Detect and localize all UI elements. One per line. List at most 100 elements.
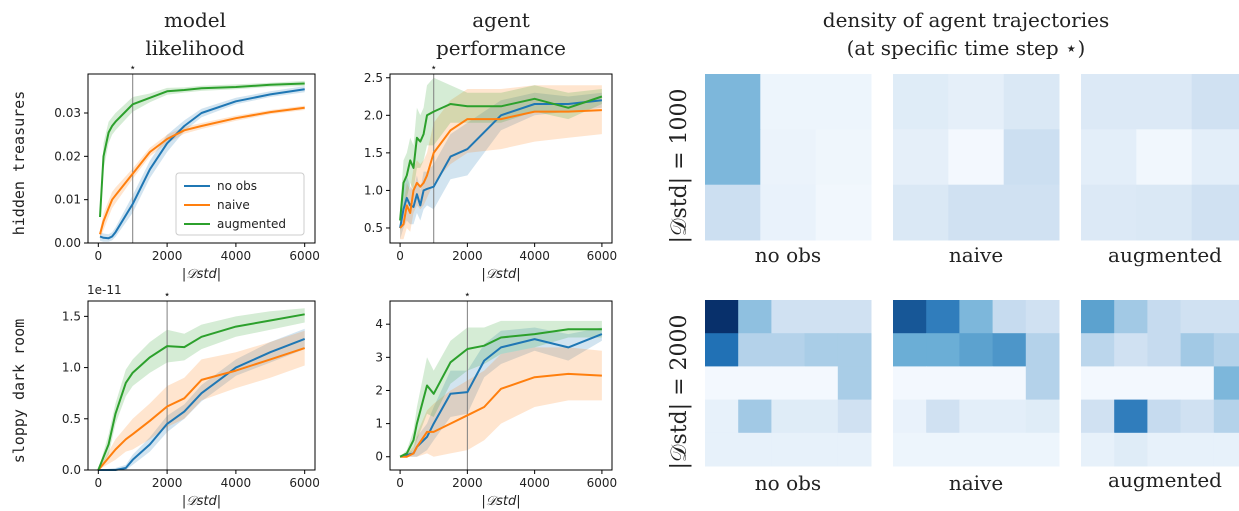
- line-no-obs: [399, 99, 603, 229]
- heatmap-cell: [1180, 300, 1215, 334]
- y-tick-label: 3: [375, 350, 383, 364]
- y-tick-label: 0.00: [54, 236, 81, 250]
- legend-label-naive: naive: [217, 198, 250, 212]
- heatmap-cell: [926, 432, 960, 467]
- y-tick-label: 0.0: [62, 463, 81, 477]
- heatmap-cell: [893, 300, 927, 334]
- heatmap-cell: [926, 399, 960, 434]
- heatmap-cell: [926, 333, 960, 367]
- heatmap-cell: [1025, 300, 1060, 334]
- heatmap-cell: [893, 333, 927, 367]
- heatmap-cell: [837, 366, 872, 401]
- heatmap-cell: [837, 300, 872, 334]
- band-augmented: [400, 77, 602, 232]
- heatmap-cell: [1081, 129, 1137, 186]
- x-tick-label: 4000: [221, 249, 252, 263]
- heatmap-cell: [926, 300, 960, 334]
- heatmap-cell: [738, 333, 772, 367]
- density-label-no-obs-top: no obs: [755, 243, 821, 267]
- heatmap-cell: [893, 366, 927, 401]
- heatmap-cell: [992, 399, 1027, 434]
- heatmap-cell: [1136, 184, 1193, 241]
- x-tick-label: 2000: [152, 249, 183, 263]
- x-tick-label: 2000: [452, 476, 483, 490]
- heatmap-cell: [837, 432, 872, 467]
- line-augmented: [97, 313, 305, 471]
- heatmap-1000-no-obs: [705, 74, 872, 241]
- heatmap-cell: [815, 74, 872, 130]
- heatmap-cell: [1147, 399, 1182, 434]
- density-row-label-2000: |𝒟std| = 2000: [667, 314, 692, 469]
- heatmap-cell: [1081, 333, 1115, 367]
- heatmap-cell: [1081, 300, 1115, 334]
- x-axis-label: |𝒟std|: [481, 267, 520, 282]
- x-tick-label: 0: [94, 249, 102, 263]
- row-label-hidden-treasures: hidden treasures: [10, 91, 28, 236]
- heatmap-2000-augmented: [1081, 300, 1239, 467]
- heatmap-cell: [1180, 333, 1215, 367]
- x-tick-label: 6000: [289, 476, 320, 490]
- heatmap-cell: [1114, 399, 1148, 434]
- heatmap-cell: [705, 432, 739, 467]
- heatmap-2000-naive: [893, 300, 1060, 467]
- axes-frame: [87, 73, 316, 244]
- heatmap-cell: [1003, 129, 1060, 186]
- heatmap-cell: [1180, 432, 1215, 467]
- heatmap-cell: [1025, 366, 1060, 401]
- chart-model-likelihood-hidden-treasures: ⋆ 0 2000 4000 6000 0.00 0.01 0.02 0.03 |𝒟std|: [54, 61, 320, 282]
- heatmap-cell: [893, 129, 949, 186]
- heatmap-cell: [815, 129, 872, 186]
- x-tick-label: 6000: [289, 249, 320, 263]
- heatmap-cell: [1136, 74, 1193, 130]
- line-augmented: [399, 95, 603, 221]
- x-axis-label: |𝒟std|: [481, 494, 520, 509]
- heatmap-cell: [1081, 399, 1115, 434]
- heatmap-cell: [1081, 184, 1137, 241]
- x-tick-label: 2000: [452, 249, 483, 263]
- heatmap-cell: [992, 300, 1027, 334]
- y-tick-label: 0: [375, 450, 383, 464]
- x-axis-label: |𝒟std|: [182, 494, 221, 509]
- density-label-no-obs-bottom: no obs: [755, 471, 821, 495]
- heatmap-cell: [992, 432, 1027, 467]
- heatmap-cell: [771, 366, 806, 401]
- density-label-naive-top: naive: [949, 243, 1003, 267]
- y-offset-text: 1e-11: [87, 283, 122, 297]
- heatmap-cell: [1114, 432, 1148, 467]
- heatmap-cell: [959, 399, 994, 434]
- heatmap-cell: [959, 300, 994, 334]
- band-augmented: [400, 320, 602, 457]
- heatmap-cell: [1191, 184, 1239, 241]
- legend-frame: [175, 172, 305, 236]
- model-title-line1: model: [164, 8, 226, 32]
- heatmap-cell: [948, 129, 1005, 186]
- heatmap-cell: [771, 399, 806, 434]
- row-label-sloppy-dark-room: sloppy dark room: [10, 319, 28, 464]
- heatmap-cell: [760, 184, 817, 241]
- heatmap-cell: [705, 366, 739, 401]
- heatmap-cell: [804, 399, 839, 434]
- y-tick-label: 0.5: [62, 412, 81, 426]
- heatmap-cell: [1114, 366, 1148, 401]
- band-no-obs: [400, 92, 602, 240]
- agent-title-line2: performance: [436, 36, 566, 60]
- heatmap-cell: [1025, 399, 1060, 434]
- heatmap-cell: [705, 74, 761, 130]
- legend: no obs naive augmented: [175, 172, 305, 236]
- axes-frame: [87, 300, 316, 471]
- heatmap-cell: [992, 366, 1027, 401]
- y-tick-label: 1: [375, 417, 383, 431]
- heatmap-cell: [959, 333, 994, 367]
- line-no-obs: [99, 88, 305, 240]
- line-no-obs: [98, 337, 306, 471]
- x-tick-label: 0: [396, 249, 404, 263]
- heatmap-cell: [1081, 74, 1137, 130]
- heatmap-cell: [948, 184, 1005, 241]
- heatmap-cell: [804, 432, 839, 467]
- y-tick-label: 2: [375, 383, 383, 397]
- heatmap-cell: [1213, 432, 1239, 467]
- density-label-augmented-top: augmented: [1108, 243, 1222, 267]
- y-tick-label: 4: [375, 317, 383, 331]
- y-tick-label: 0.01: [54, 193, 81, 207]
- heatmap-cell: [1191, 74, 1239, 130]
